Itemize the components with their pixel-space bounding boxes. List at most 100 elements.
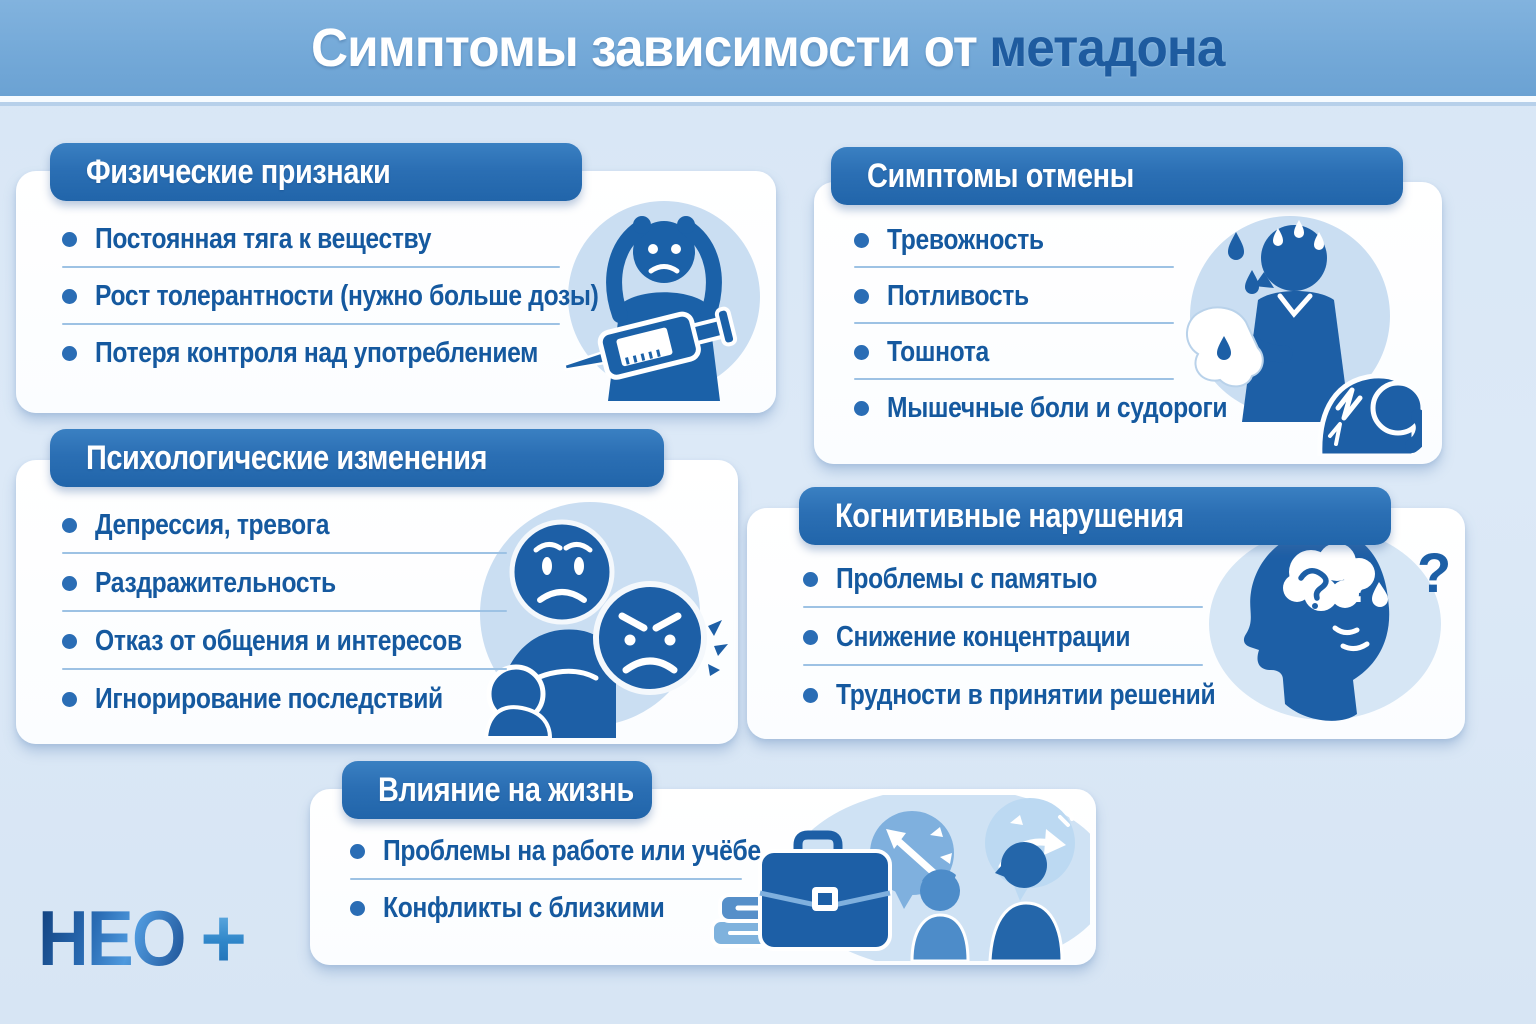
bullet-icon [854, 400, 869, 416]
emphasis-marks-icon [708, 620, 728, 676]
sweating-person-icon [1186, 216, 1422, 456]
head-brain-question-illustration: ? ? [1193, 516, 1465, 728]
card-body: Постоянная тяга к веществу Рост толерантн… [16, 171, 776, 413]
symptom-text: Отказ от общения и интересов [95, 624, 462, 657]
symptom-list: Проблемы с памятыо Снижение концентрации Т… [747, 550, 1465, 724]
symptom-text: Мышечные боли и судороги [887, 391, 1228, 424]
symptom-list-item: Рост толерантности (нужно больше дозы) [62, 268, 776, 325]
symptom-text: Рост толерантности (нужно больше дозы) [95, 280, 599, 312]
sad-and-angry-faces-icon [480, 502, 728, 738]
hunched-person-icon [1317, 373, 1422, 456]
card-title: Психологические изменения [86, 438, 488, 477]
symptom-text: Снижение концентрации [836, 620, 1131, 653]
sad-face-icon [509, 519, 615, 625]
symptom-list-item: Депрессия, тревога [62, 496, 738, 554]
bullet-icon [854, 344, 869, 360]
bullet-icon [854, 232, 869, 248]
card-life-impact: Проблемы на работе или учёбе Конфликты с … [310, 761, 1096, 965]
card-title-pill: Физические признаки [50, 143, 582, 201]
symptom-text: Тошнота [887, 335, 989, 368]
symptom-list-item: Тошнота [854, 324, 1442, 380]
card-title: Влияние на жизнь [378, 770, 634, 809]
symptom-list-item: Игнорирование последствий [62, 670, 738, 728]
symptom-text: Потливость [887, 279, 1029, 312]
symptom-text: Тревожность [887, 223, 1044, 256]
header-band: Симптомы зависимости от метадона [0, 0, 1536, 96]
symptom-list-item: Потливость [854, 268, 1442, 324]
sad-and-angry-faces-illustration [452, 486, 728, 738]
symptom-list-item: Мышечные боли и судороги [854, 380, 1442, 436]
symptom-text: Раздражительность [95, 566, 336, 599]
briefcase-books-conflict-icon [710, 795, 1090, 961]
page-title-main: Симптомы зависимости от [311, 18, 978, 78]
symptom-list-item: Постоянная тяга к веществу [62, 211, 776, 268]
sweat-drops-icon [1273, 220, 1324, 250]
symptom-list: Постоянная тяга к веществу Рост толерантн… [16, 211, 776, 382]
card-withdrawal-symptoms: Тревожность Потливость Тошнота Мышечные бол… [814, 147, 1442, 464]
card-body: Проблемы на работе или учёбе Конфликты с … [310, 789, 1096, 965]
symptom-text: Депрессия, тревога [95, 508, 330, 541]
logo-plus-icon: + [200, 891, 247, 985]
symptom-text: Потеря контроля над употреблением [95, 337, 539, 369]
woman-silhouette-icon [910, 869, 970, 961]
logo-text: НЕО [38, 894, 187, 982]
symptom-text: Постоянная тяга к веществу [95, 223, 432, 255]
card-title: Физические признаки [86, 152, 391, 191]
symptom-list-item: Проблемы на работе или учёбе [350, 823, 1096, 880]
bullet-icon [854, 288, 869, 304]
header-divider-2 [0, 102, 1536, 106]
question-mark-icon: ? [1417, 541, 1451, 604]
page-title-accent: метадона [989, 18, 1225, 78]
brain-cloud-icon [1283, 543, 1375, 611]
symptom-list: Депрессия, тревога Раздражительность Отказ… [16, 496, 738, 728]
person-clutching-head-icon [562, 201, 760, 401]
bullet-icon [62, 633, 77, 649]
card-body: Тревожность Потливость Тошнота Мышечные бол… [814, 182, 1442, 464]
card-title-pill: Симптомы отмены [831, 147, 1403, 205]
symptom-text: Проблемы на работе или учёбе [383, 835, 761, 867]
symptom-list-item: Снижение концентрации [803, 608, 1465, 666]
card-body: ? ? Проблемы с памятыо Снижение концентра… [747, 508, 1465, 739]
bullet-icon [62, 575, 77, 591]
card-physical-signs: Постоянная тяга к веществу Рост толерантн… [16, 143, 776, 413]
briefcase-icon [758, 830, 892, 951]
briefcase-books-conflict-illustration [694, 795, 1090, 961]
symptom-list-item: Раздражительность [62, 554, 738, 612]
bullet-icon [350, 901, 365, 916]
bullet-icon [62, 517, 77, 533]
bullet-icon [62, 691, 77, 707]
card-cognitive-impairment: ? ? Проблемы с памятыо Снижение концентра… [747, 487, 1465, 739]
symptom-list-item: Тревожность [854, 212, 1442, 268]
bullet-icon [803, 629, 818, 645]
symptom-list: Тревожность Потливость Тошнота Мышечные бол… [814, 212, 1442, 436]
sweating-person-illustration [1172, 194, 1422, 456]
person-clutching-head-with-syringe-illustration [556, 185, 772, 401]
bullet-icon [350, 844, 365, 859]
card-title-pill: Влияние на жизнь [342, 761, 652, 819]
symptom-list: Проблемы на работе или учёбе Конфликты с … [310, 823, 1096, 937]
card-psychological-changes: Депрессия, тревога Раздражительность Отказ… [16, 429, 738, 744]
card-title-pill: Психологические изменения [50, 429, 664, 487]
card-title: Когнитивные нарушения [835, 496, 1184, 535]
hunched-child-icon [483, 664, 553, 738]
symptom-text: Игнорирование последствий [95, 682, 443, 715]
white-question-mark: ? [1345, 563, 1372, 612]
man-silhouette-icon [988, 842, 1064, 961]
symptom-list-item: Потеря контроля над употреблением [62, 325, 776, 382]
syringe-icon [562, 306, 738, 380]
bullet-icon [62, 289, 77, 304]
symptom-list-item: Отказ от общения и интересов [62, 612, 738, 670]
card-title-pill: Когнитивные нарушения [799, 487, 1391, 545]
head-profile-brain-icon: ? ? [1209, 528, 1451, 721]
angry-face-icon [593, 581, 707, 695]
card-title: Симптомы отмены [867, 156, 1134, 195]
symptom-list-item: Проблемы с памятыо [803, 550, 1465, 608]
bullet-icon [803, 687, 818, 703]
bullet-icon [62, 346, 77, 361]
symptom-list-item: Трудности в принятии решений [803, 666, 1465, 724]
symptom-text: Конфликты с близкими [383, 892, 665, 924]
page-title: Симптомы зависимости от метадона [311, 17, 1225, 79]
symptom-text: Проблемы с памятыо [836, 562, 1098, 595]
bullet-icon [62, 232, 77, 247]
neo-plus-logo: НЕО + [38, 891, 248, 985]
